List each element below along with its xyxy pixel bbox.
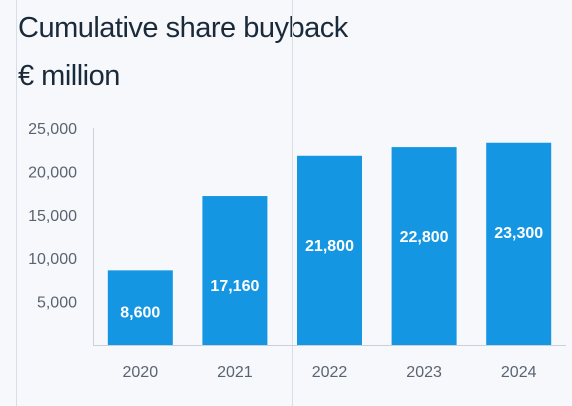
x-tick-label-2021: 2021 — [217, 364, 253, 381]
y-tick-label: 5,000 — [37, 295, 77, 312]
x-tick-labels: 2020 2021 2022 2023 2024 — [123, 364, 537, 381]
data-label-2020: 8,600 — [120, 304, 160, 321]
bar-2021 — [202, 196, 268, 345]
bar-2020 — [107, 270, 173, 345]
y-tick-label: 15,000 — [28, 208, 77, 225]
x-tick-label-2023: 2023 — [406, 364, 442, 381]
chart-title: Cumulative share buyback — [18, 12, 348, 44]
data-label-2024: 23,300 — [494, 225, 543, 242]
x-tick-label-2020: 2020 — [123, 364, 159, 381]
x-tick-label-2024: 2024 — [501, 364, 537, 381]
chart-subtitle: € million — [18, 60, 120, 92]
bars — [107, 142, 552, 345]
bar-2023 — [391, 147, 457, 345]
data-label-2023: 22,800 — [400, 229, 449, 246]
bar-2022 — [297, 155, 362, 345]
x-tick-label-2022: 2022 — [312, 364, 348, 381]
bar-2024 — [486, 142, 552, 345]
data-label-2022: 21,800 — [305, 238, 354, 255]
y-tick-label: 25,000 — [28, 121, 77, 138]
y-tick-label: 10,000 — [28, 251, 77, 268]
data-labels: 8,600 17,160 21,800 22,800 23,300 — [120, 225, 543, 322]
y-tick-labels: 5,000 10,000 15,000 20,000 25,000 — [28, 121, 77, 312]
data-label-2021: 17,160 — [210, 278, 259, 295]
y-tick-label: 20,000 — [28, 164, 77, 181]
